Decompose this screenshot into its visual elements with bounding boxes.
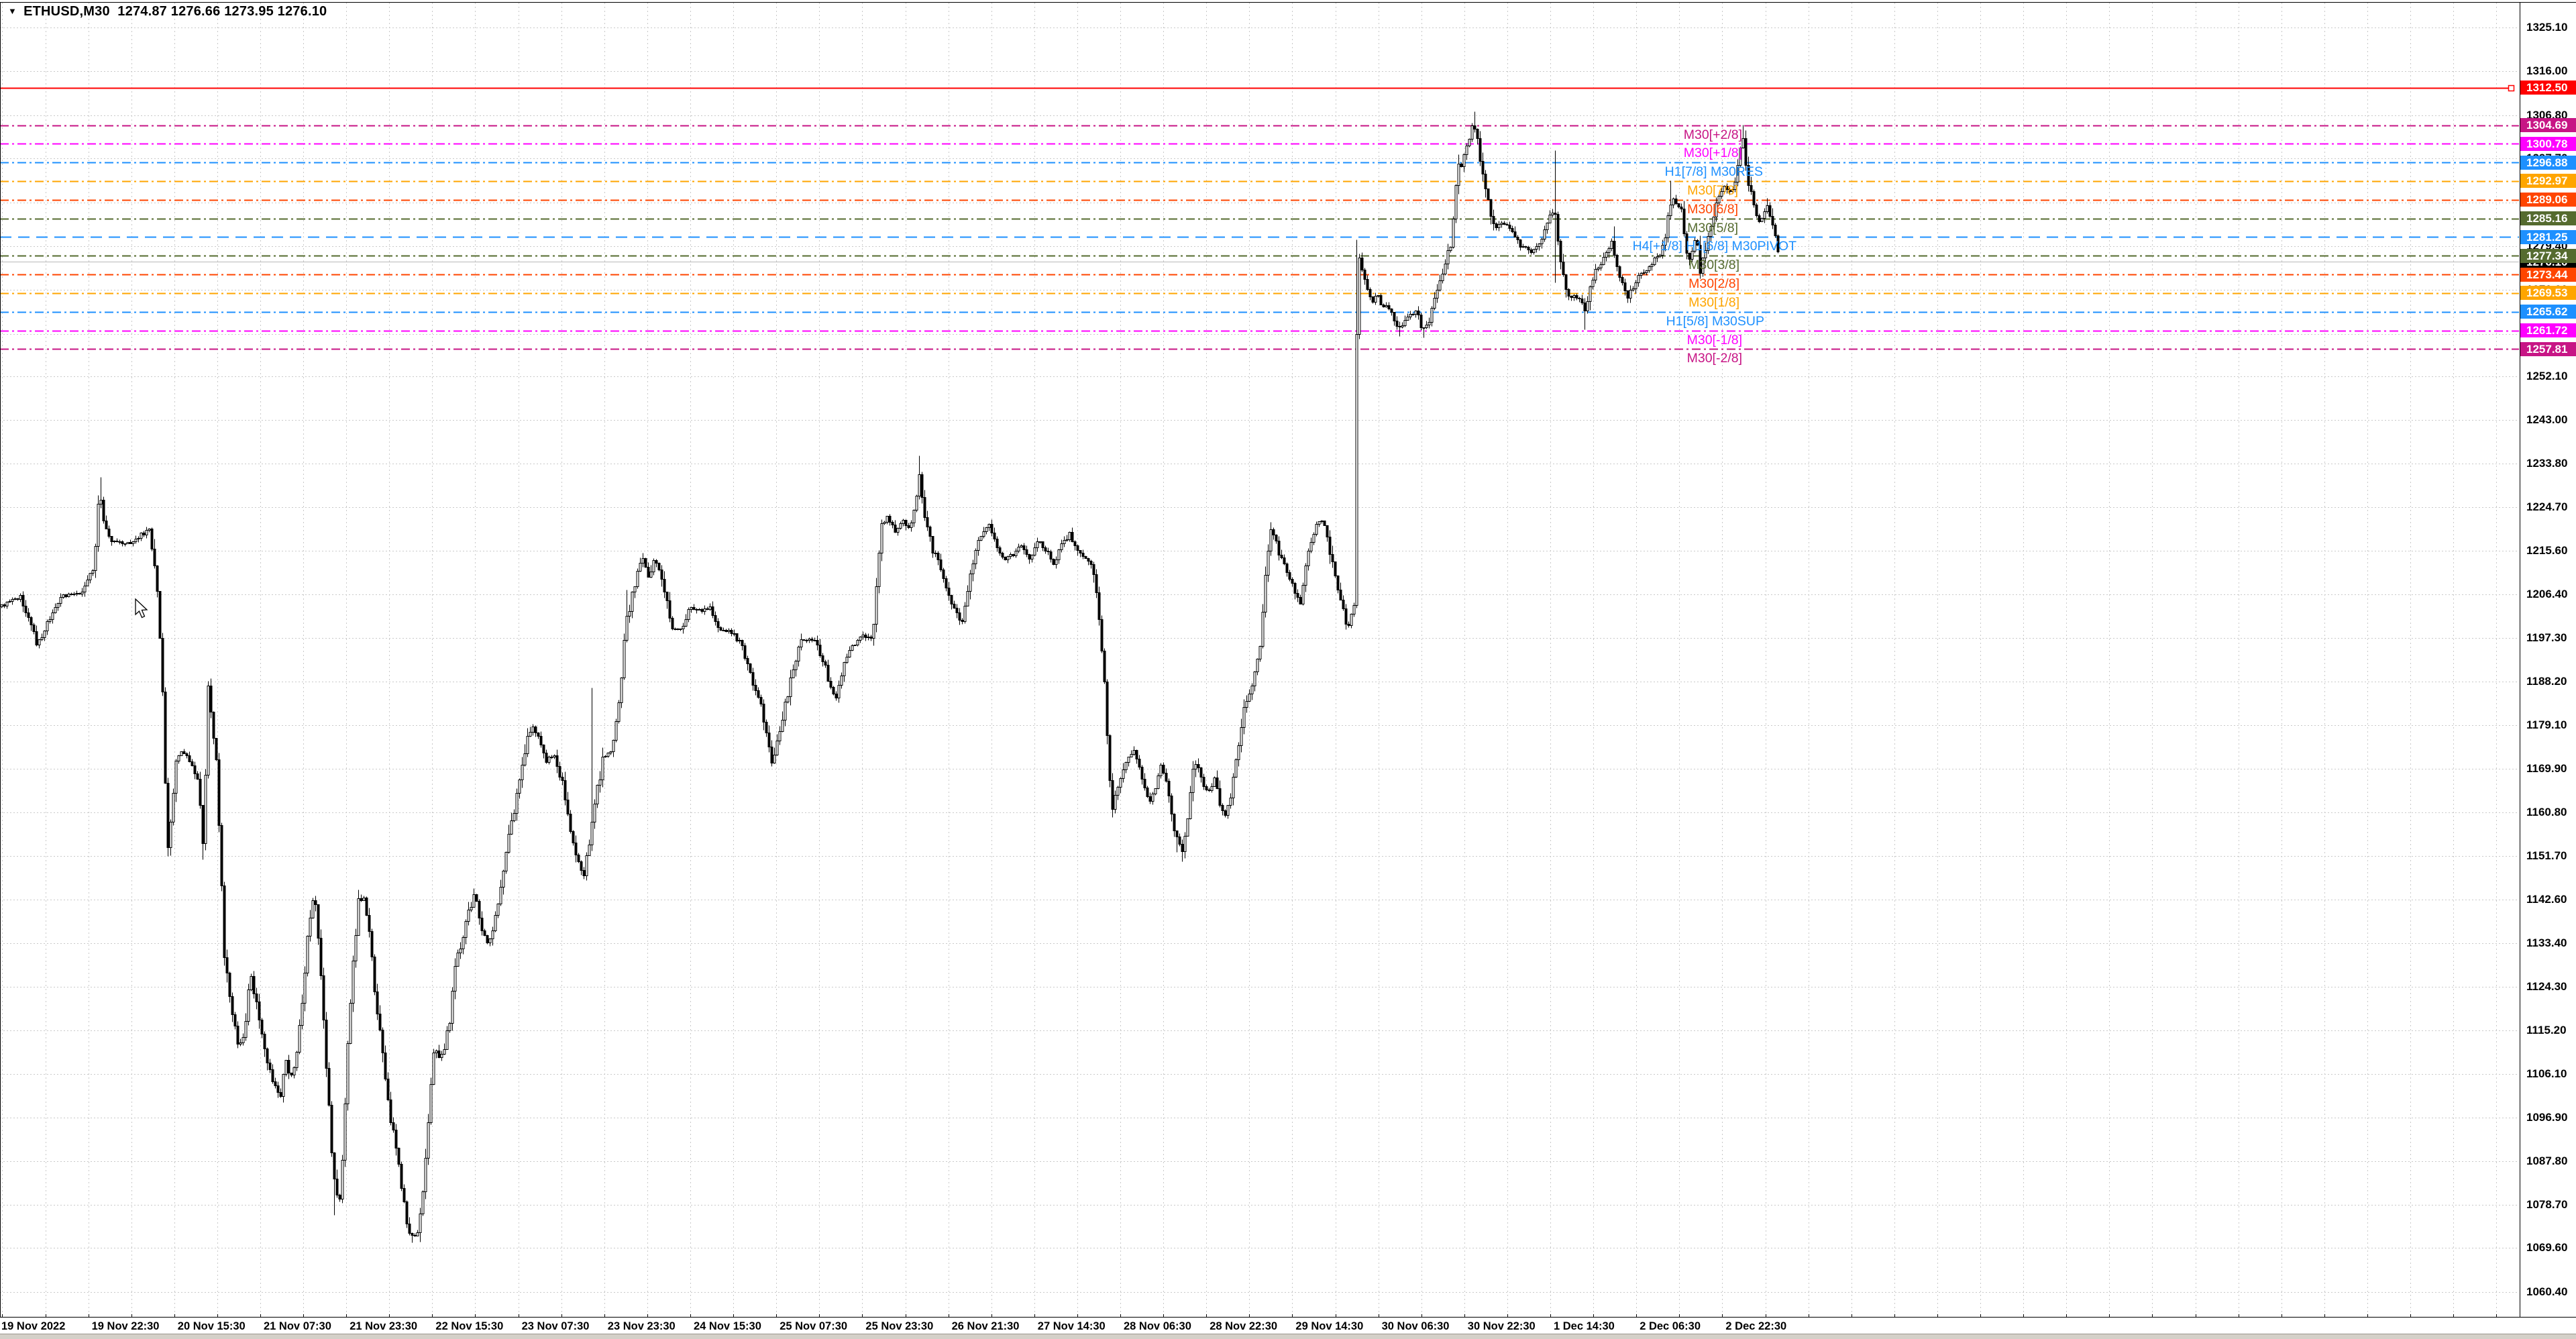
time-axis-label: 28 Nov 06:30 (1124, 1320, 1191, 1332)
indicator-level-lines (0, 125, 2519, 350)
candlesticks (0, 111, 1780, 1243)
line-drag-handle[interactable] (2508, 85, 2515, 92)
time-axis-label: 27 Nov 14:30 (1037, 1320, 1106, 1332)
price-axis-label: 1252.10 (2526, 369, 2568, 382)
time-axis-label: 22 Nov 15:30 (435, 1320, 504, 1332)
time-axis-label: 28 Nov 22:30 (1210, 1320, 1278, 1332)
time-axis-label: 30 Nov 22:30 (1467, 1320, 1536, 1332)
price-axis-label: 1160.80 (2526, 806, 2567, 819)
level-price-tag: 1261.72 (2520, 323, 2576, 337)
symbol-period-label: ETHUSD,M30 (23, 4, 110, 19)
price-axis-label: 1060.40 (2526, 1285, 2568, 1298)
price-axis-label: 1224.70 (2526, 500, 2568, 514)
manual-horizontal-line[interactable] (0, 85, 2515, 92)
time-axis-label: 2 Dec 22:30 (1725, 1320, 1787, 1332)
price-axis-label: 1115.20 (2526, 1023, 2567, 1036)
time-axis-label: 2 Dec 06:30 (1640, 1320, 1701, 1332)
price-axis-label: 1096.90 (2526, 1111, 2568, 1124)
time-axis-label: 26 Nov 21:30 (951, 1320, 1020, 1332)
level-price-tag: 1296.88 (2520, 155, 2576, 170)
level-price-tag: 1289.06 (2520, 193, 2576, 207)
level-price-tag: 1281.25 (2520, 229, 2576, 244)
level-price-tag: 1285.16 (2520, 211, 2576, 226)
time-axis-label: 19 Nov 2022 (1, 1320, 66, 1332)
time-axis-label: 29 Nov 14:30 (1295, 1320, 1364, 1332)
mouse-cursor-icon (135, 598, 148, 619)
level-price-tag: 1257.81 (2520, 341, 2576, 356)
price-axis-label: 1069.60 (2526, 1241, 2568, 1254)
level-price-tag: 1277.34 (2520, 248, 2576, 263)
price-axis-label: 1151.70 (2526, 849, 2567, 862)
chart-dropdown-icon[interactable]: ▼ (8, 6, 17, 16)
price-axis-label: 1087.80 (2526, 1154, 2568, 1167)
grid-lines (0, 3, 2519, 1316)
price-axis-label: 1206.40 (2526, 588, 2568, 601)
level-price-tag: 1304.69 (2520, 118, 2576, 133)
level-price-tag: 1292.97 (2520, 174, 2576, 189)
time-axis-label: 24 Nov 15:30 (694, 1320, 761, 1332)
time-axis-label: 25 Nov 07:30 (780, 1320, 848, 1332)
time-axis-label: 30 Nov 06:30 (1381, 1320, 1450, 1332)
price-axis-label: 1215.60 (2526, 543, 2568, 557)
level-price-tag: 1265.62 (2520, 305, 2576, 319)
price-axis-label: 1325.10 (2526, 21, 2568, 34)
time-axis-ticks (2, 1314, 2497, 1317)
chart-title: ▼ ETHUSD,M30 1274.87 1276.66 1273.95 1276… (8, 4, 327, 19)
window-footer-strip (0, 1334, 2576, 1339)
time-axis-label: 19 Nov 22:30 (91, 1320, 160, 1332)
window-border-top (0, 2, 2576, 3)
price-axis-label: 1316.00 (2526, 64, 2568, 77)
price-axis-label: 1306.80 (2526, 108, 2568, 121)
time-axis-label: 23 Nov 07:30 (521, 1320, 590, 1332)
manual-line-price-tag: 1312.50 (2520, 81, 2576, 95)
price-axis-label: 1124.30 (2526, 979, 2567, 993)
time-axis-label: 25 Nov 23:30 (865, 1320, 934, 1332)
price-axis-label: 1133.40 (2526, 936, 2567, 950)
price-axis-label: 1106.10 (2526, 1067, 2567, 1080)
level-price-tag: 1269.53 (2520, 286, 2576, 301)
level-price-tag: 1273.44 (2520, 267, 2576, 282)
price-axis-label: 1179.10 (2526, 718, 2567, 731)
chart-plot-area[interactable] (0, 0, 2520, 1318)
time-axis-label: 21 Nov 07:30 (264, 1320, 331, 1332)
price-axis-label: 1197.30 (2526, 631, 2567, 645)
time-axis-label: 20 Nov 15:30 (177, 1320, 246, 1332)
ohlc-values: 1274.87 1276.66 1273.95 1276.10 (117, 4, 327, 19)
window-border-left (0, 2, 1, 1318)
price-axis-label: 1078.70 (2526, 1197, 2568, 1211)
time-axis-label: 1 Dec 14:30 (1554, 1320, 1615, 1332)
price-axis-label: 1169.90 (2526, 762, 2567, 775)
time-axis-separator (0, 1317, 2576, 1318)
price-axis-label: 1188.20 (2526, 674, 2567, 688)
time-axis-label: 21 Nov 23:30 (350, 1320, 418, 1332)
level-price-tag: 1300.78 (2520, 136, 2576, 151)
price-axis-label: 1142.60 (2526, 892, 2567, 906)
time-axis-label: 23 Nov 23:30 (607, 1320, 676, 1332)
price-axis-label: 1233.80 (2526, 457, 2568, 470)
price-axis-label: 1243.00 (2526, 413, 2568, 426)
